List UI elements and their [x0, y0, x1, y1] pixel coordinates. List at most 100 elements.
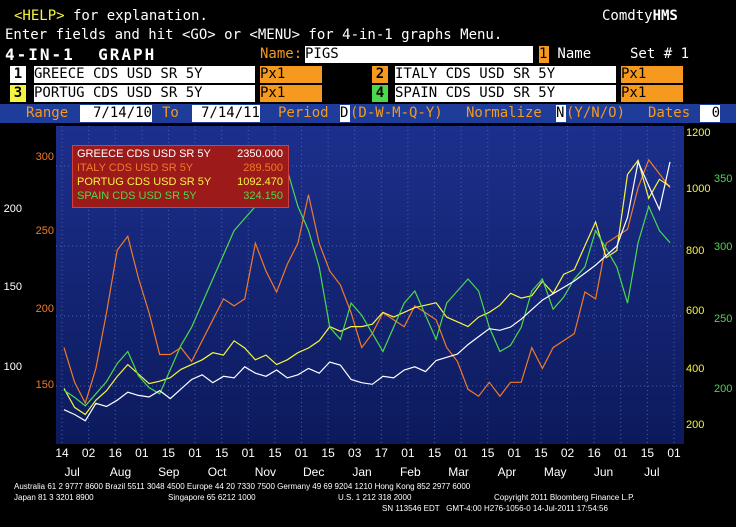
security-2-number: 2 [372, 66, 388, 83]
security-1-number: 1 [10, 66, 26, 83]
security-2-field-input[interactable]: Px1 [621, 66, 683, 83]
x-axis: 14 02 16 01 15 01 15 01 15 01 15 03 17 01 15 01 15 01 15 02… [0, 446, 736, 479]
month-label: Jul [644, 465, 659, 479]
normalize-options: (Y/N/O) [566, 105, 626, 121]
month-label: Oct [208, 465, 227, 479]
period-options: (D-W-M-Q-Y) [350, 105, 443, 121]
x-tick-label: 01 [508, 446, 522, 460]
month-row [0, 462, 736, 478]
month-label: Jul [64, 465, 79, 479]
portug-axis-label: 1200 [686, 127, 710, 139]
name-slot-input[interactable]: 1 [539, 46, 549, 63]
security-4-ticker-input[interactable]: SPAIN CDS USD SR 5Y [395, 85, 616, 102]
period-input[interactable]: D [340, 105, 350, 122]
cds-line-chart: 200 150 100 300 250 200 150 1200 1000 800 600 400 2… [0, 126, 736, 481]
italy-axis-label: 200 [36, 303, 54, 315]
x-tick-label: 16 [109, 446, 123, 460]
instructions: Enter fields and hit <GO> or <MENU> for … [5, 27, 503, 43]
x-tick-label: 15 [641, 446, 655, 460]
legend-row-spain: SPAIN CDS USD SR 5Y 324.150 [77, 190, 283, 203]
x-tick-label: 01 [295, 446, 309, 460]
series-line-greece [63, 159, 671, 422]
security-1-field-input[interactable]: Px1 [260, 66, 322, 83]
italy-axis-label: 250 [36, 225, 54, 237]
dates-label: Dates [648, 105, 691, 121]
security-4-number: 4 [372, 85, 388, 102]
month-label: Apr [498, 465, 517, 479]
x-tick-label: 01 [242, 446, 256, 460]
footer-phones-line1: Australia 61 2 9777 8600 Brazil 5511 304… [14, 482, 471, 491]
range-end-input[interactable]: 7/14/11 [192, 105, 260, 122]
legend-name-italy: ITALY CDS USD SR 5Y [77, 162, 194, 174]
series-line-spain [63, 168, 671, 407]
x-tick-label: 15 [268, 446, 282, 460]
security-2-ticker-input[interactable]: ITALY CDS USD SR 5Y [395, 66, 616, 83]
footer-japan: Japan 81 3 3201 8900 [14, 493, 94, 502]
security-3-field-input[interactable]: Px1 [260, 85, 322, 102]
x-tick-label: 16 [587, 446, 601, 460]
security-3-number: 3 [10, 85, 26, 102]
month-label: Feb [400, 465, 421, 479]
portug-axis-label: 800 [686, 245, 704, 257]
x-tick-label: 03 [348, 446, 362, 460]
left-axes: 200 150 100 300 250 200 150 [4, 151, 54, 391]
x-tick-label: 01 [667, 446, 681, 460]
x-tick-label: 01 [135, 446, 149, 460]
normalize-label: Normalize [466, 105, 542, 121]
legend-row-greece: GREECE CDS USD SR 5Y 2350.000 [77, 148, 283, 161]
month-label: Nov [255, 465, 276, 479]
range-start-input[interactable]: 7/14/10 [80, 105, 152, 122]
greece-axis-label: 200 [4, 203, 22, 215]
x-tick-label: 02 [82, 446, 96, 460]
x-tick-label: 01 [454, 446, 468, 460]
series-lines [63, 158, 671, 422]
portug-axis-label: 200 [686, 419, 704, 431]
name-label: Name: [260, 46, 303, 62]
range-label: Range [26, 105, 69, 121]
help-key[interactable]: <HELP> [14, 8, 65, 24]
italy-axis-label: 150 [36, 379, 54, 391]
x-tick-label: 15 [215, 446, 229, 460]
spain-axis-label: 300 [714, 241, 732, 253]
footer-copyright: Copyright 2011 Bloomberg Finance L.P. [494, 493, 635, 502]
x-tick-label: 15 [534, 446, 548, 460]
portug-axis-label: 1000 [686, 183, 710, 195]
help-text: for explanation. [64, 8, 208, 24]
security-3-ticker-input[interactable]: PORTUG CDS USD SR 5Y [34, 85, 255, 102]
legend-value-greece: 2350.000 [237, 148, 283, 160]
footer-us: U.S. 1 212 318 2000 [338, 493, 412, 502]
normalize-input[interactable]: N [556, 105, 566, 122]
legend-row-italy: ITALY CDS USD SR 5Y 289.500 [77, 162, 283, 175]
chart-legend: GREECE CDS USD SR 5Y 2350.000 ITALY CDS U… [72, 145, 289, 208]
spain-axis-label: 250 [714, 313, 732, 325]
x-tick-label: 15 [481, 446, 495, 460]
footer-session: SN 113546 EDT GMT-4:00 H276-1056-0 14-Ju… [382, 504, 608, 513]
italy-axis-label: 300 [36, 151, 54, 163]
x-tick-label: 01 [188, 446, 202, 460]
name-input[interactable]: PIGS [305, 46, 533, 63]
month-label: Jan [352, 465, 371, 479]
month-label: Sep [158, 465, 180, 479]
legend-value-spain: 324.150 [243, 190, 283, 202]
legend-value-italy: 289.500 [243, 162, 283, 174]
legend-value-portug: 1092.470 [237, 176, 283, 188]
greece-axis-label: 100 [4, 361, 22, 373]
month-label: Mar [448, 465, 469, 479]
security-1-ticker-input[interactable]: GREECE CDS USD SR 5Y [34, 66, 255, 83]
greece-axis-label: 150 [4, 281, 22, 293]
x-tick-label: 01 [401, 446, 415, 460]
month-label: May [544, 465, 567, 479]
range-bar [0, 104, 736, 123]
x-tick-label: 01 [614, 446, 628, 460]
x-tick-label: 15 [428, 446, 442, 460]
security-4-field-input[interactable]: Px1 [621, 85, 683, 102]
legend-name-greece: GREECE CDS USD SR 5Y [77, 148, 211, 160]
month-label: Aug [110, 465, 131, 479]
legend-name-spain: SPAIN CDS USD SR 5Y [77, 190, 197, 202]
spain-axis-label: 200 [714, 383, 732, 395]
footer-singapore: Singapore 65 6212 1000 [168, 493, 256, 502]
legend-name-portug: PORTUG CDS USD SR 5Y [77, 176, 212, 188]
dates-input[interactable]: 0 [700, 105, 720, 122]
series-line-italy [63, 158, 671, 405]
portug-axis-label: 600 [686, 305, 704, 317]
